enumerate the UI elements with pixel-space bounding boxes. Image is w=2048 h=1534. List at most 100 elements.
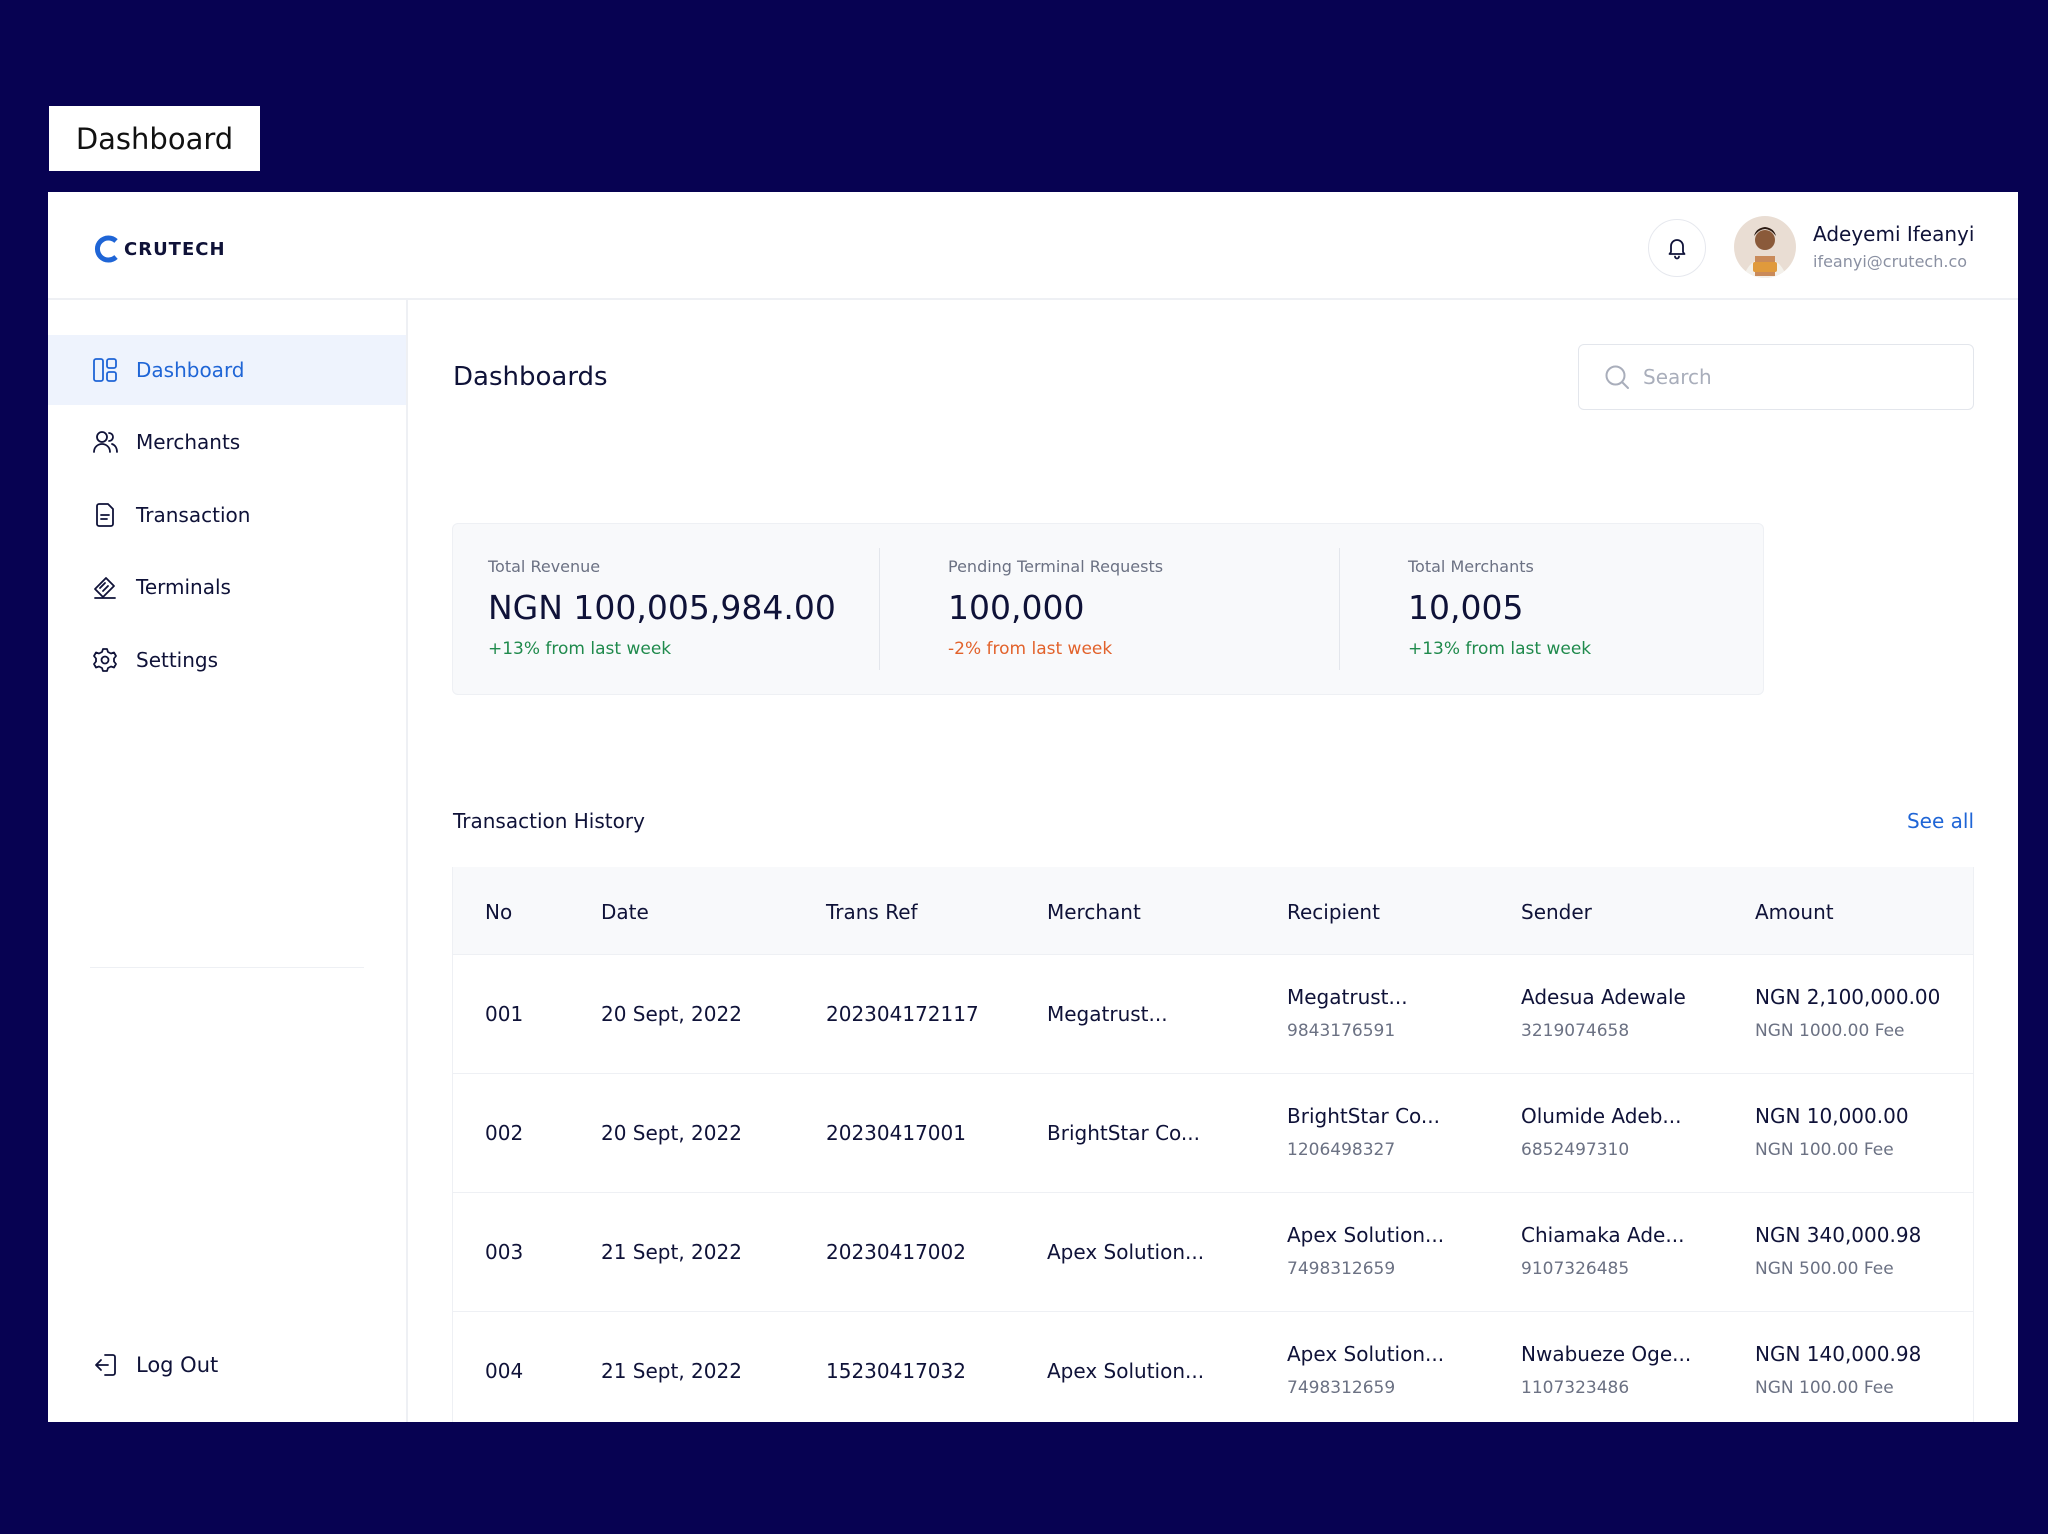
stat-label: Total Merchants <box>1408 557 1534 576</box>
table-row[interactable]: 001 20 Sept, 2022 202304172117 Megatrust… <box>453 955 1973 1074</box>
cell-recipient-account: 9843176591 <box>1287 1021 1396 1041</box>
cell-date: 21 Sept, 2022 <box>601 1240 742 1264</box>
table-row[interactable]: 003 21 Sept, 2022 20230417002 Apex Solut… <box>453 1193 1973 1312</box>
cell-sender-account: 6852497310 <box>1521 1140 1630 1160</box>
stat-divider <box>879 548 880 670</box>
document-icon <box>91 501 119 529</box>
cell-amount: NGN 340,000.98 <box>1755 1223 1922 1247</box>
cell-merchant: Apex Solution... <box>1047 1240 1205 1264</box>
cell-fee: NGN 100.00 Fee <box>1755 1140 1894 1160</box>
sidebar-item-dashboard[interactable]: Dashboard <box>48 335 406 405</box>
logout-button[interactable]: Log Out <box>48 1340 406 1390</box>
cell-trans-ref: 202304172117 <box>826 1002 979 1026</box>
terminal-icon <box>91 573 119 601</box>
sidebar-item-settings[interactable]: Settings <box>48 625 406 695</box>
cell-recipient: Megatrust... <box>1287 985 1408 1009</box>
cell-sender: Chiamaka Ade... <box>1521 1223 1685 1247</box>
transaction-history-title: Transaction History <box>453 809 645 833</box>
sidebar-item-terminals[interactable]: Terminals <box>48 552 406 622</box>
logout-label: Log Out <box>136 1353 219 1377</box>
cell-date: 21 Sept, 2022 <box>601 1359 742 1383</box>
cell-sender: Adesua Adewale <box>1521 985 1686 1009</box>
stat-delta: -2% from last week <box>948 639 1113 659</box>
sidebar: Dashboard Merchants Transaction <box>48 300 408 1422</box>
cell-amount: NGN 10,000.00 <box>1755 1104 1909 1128</box>
column-header-merchant[interactable]: Merchant <box>1047 900 1141 924</box>
sidebar-item-label: Dashboard <box>136 358 245 382</box>
cell-merchant: Apex Solution... <box>1047 1359 1205 1383</box>
cell-merchant: BrightStar Co... <box>1047 1121 1201 1145</box>
sidebar-item-label: Settings <box>136 648 219 672</box>
cell-sender-account: 9107326485 <box>1521 1259 1630 1279</box>
brand-logo[interactable]: CRUTECH <box>92 234 226 264</box>
cell-sender-account: 3219074658 <box>1521 1021 1630 1041</box>
gear-icon <box>91 646 119 674</box>
bell-icon <box>1668 239 1686 260</box>
avatar-image <box>1734 216 1796 278</box>
cell-fee: NGN 100.00 Fee <box>1755 1378 1894 1398</box>
cell-no: 003 <box>485 1240 524 1264</box>
column-header-date[interactable]: Date <box>601 900 649 924</box>
page-title: Dashboards <box>453 362 608 392</box>
frame-label: Dashboard <box>49 106 260 171</box>
table-header: No Date Trans Ref Merchant Recipient Sen… <box>453 867 1973 955</box>
search-box[interactable] <box>1578 344 1974 410</box>
cell-date: 20 Sept, 2022 <box>601 1121 742 1145</box>
stat-label: Total Revenue <box>488 557 601 576</box>
user-email: ifeanyi@crutech.co <box>1813 252 1968 271</box>
cell-fee: NGN 1000.00 Fee <box>1755 1021 1905 1041</box>
cell-trans-ref: 20230417002 <box>826 1240 966 1264</box>
logo-mark-icon <box>95 235 118 263</box>
column-header-no[interactable]: No <box>485 900 513 924</box>
cell-recipient: Apex Solution... <box>1287 1342 1445 1366</box>
sidebar-item-transaction[interactable]: Transaction <box>48 480 406 550</box>
avatar[interactable] <box>1734 216 1796 278</box>
search-input[interactable] <box>1643 365 1963 389</box>
notification-button[interactable] <box>1648 219 1706 277</box>
table-row[interactable]: 004 21 Sept, 2022 15230417032 Apex Solut… <box>453 1312 1973 1422</box>
stat-label: Pending Terminal Requests <box>948 557 1164 576</box>
brand-name: CRUTECH <box>124 238 226 260</box>
see-all-link[interactable]: See all <box>1906 809 1974 833</box>
app-window: CRUTECH Adeyemi Ifeanyi ifeanyi@crutech.… <box>48 192 2018 1422</box>
cell-amount: NGN 2,100,000.00 <box>1755 985 1941 1009</box>
cell-trans-ref: 15230417032 <box>826 1359 966 1383</box>
sidebar-divider <box>90 967 364 968</box>
cell-sender: Nwabueze Oge... <box>1521 1342 1692 1366</box>
column-header-trans-ref[interactable]: Trans Ref <box>826 900 918 924</box>
column-header-amount[interactable]: Amount <box>1755 900 1834 924</box>
sidebar-item-merchants[interactable]: Merchants <box>48 407 406 477</box>
top-bar: CRUTECH Adeyemi Ifeanyi ifeanyi@crutech.… <box>48 192 2018 300</box>
users-icon <box>91 428 119 456</box>
cell-fee: NGN 500.00 Fee <box>1755 1259 1894 1279</box>
stat-divider <box>1339 548 1340 670</box>
sidebar-item-label: Terminals <box>136 575 231 599</box>
sidebar-item-label: Transaction <box>136 503 251 527</box>
cell-sender-account: 1107323486 <box>1521 1378 1630 1398</box>
cell-amount: NGN 140,000.98 <box>1755 1342 1922 1366</box>
column-header-recipient[interactable]: Recipient <box>1287 900 1380 924</box>
cell-no: 002 <box>485 1121 524 1145</box>
stat-value: 10,005 <box>1408 588 1524 627</box>
stats-panel: Total Revenue NGN 100,005,984.00 +13% fr… <box>452 523 1764 695</box>
stat-delta: +13% from last week <box>1408 639 1592 659</box>
cell-recipient-account: 7498312659 <box>1287 1378 1396 1398</box>
stat-value: NGN 100,005,984.00 <box>488 588 836 627</box>
column-header-sender[interactable]: Sender <box>1521 900 1592 924</box>
cell-date: 20 Sept, 2022 <box>601 1002 742 1026</box>
cell-sender: Olumide Adeb... <box>1521 1104 1682 1128</box>
cell-recipient: Apex Solution... <box>1287 1223 1445 1247</box>
cell-recipient-account: 1206498327 <box>1287 1140 1396 1160</box>
dashboard-icon <box>91 356 119 384</box>
cell-no: 004 <box>485 1359 524 1383</box>
sidebar-item-label: Merchants <box>136 430 241 454</box>
cell-recipient-account: 7498312659 <box>1287 1259 1396 1279</box>
stat-delta: +13% from last week <box>488 639 672 659</box>
transaction-table: No Date Trans Ref Merchant Recipient Sen… <box>452 867 1974 1422</box>
stat-value: 100,000 <box>948 588 1085 627</box>
user-name: Adeyemi Ifeanyi <box>1813 222 1975 246</box>
table-row[interactable]: 002 20 Sept, 2022 20230417001 BrightStar… <box>453 1074 1973 1193</box>
cell-no: 001 <box>485 1002 524 1026</box>
logout-icon <box>92 1351 120 1379</box>
cell-recipient: BrightStar Co... <box>1287 1104 1441 1128</box>
